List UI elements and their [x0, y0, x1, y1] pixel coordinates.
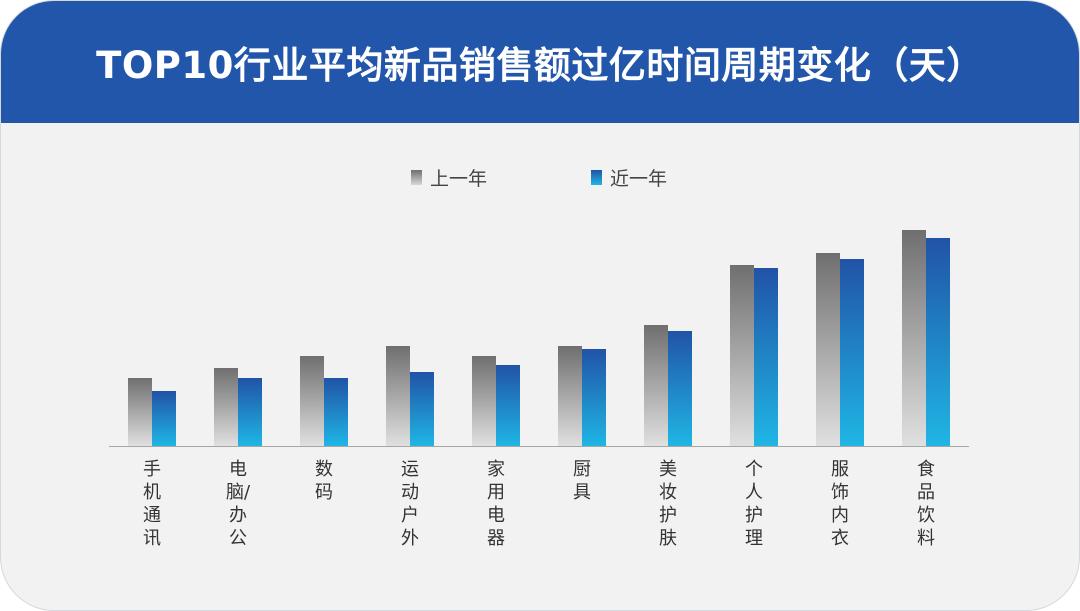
x-tick-label-4: 家用电器 [487, 459, 505, 549]
x-tick-label-9: 食品饮料 [917, 459, 935, 549]
bar-recent-2 [324, 378, 348, 446]
bar-prev-5 [558, 346, 582, 446]
x-tick-label-2: 数码 [315, 459, 333, 503]
bar-recent-9 [926, 238, 950, 446]
bar-prev-2 [300, 356, 324, 446]
title-banner: TOP10行业平均新品销售额过亿时间周期变化（天） [1, 1, 1079, 123]
bar-recent-3 [410, 372, 434, 446]
bar-recent-8 [840, 259, 864, 446]
x-tick-label-6: 美妆护肤 [659, 459, 677, 549]
bar-recent-5 [582, 349, 606, 446]
bar-recent-6 [668, 331, 692, 446]
bar-prev-0 [128, 378, 152, 446]
legend-label-recent: 近一年 [610, 168, 668, 190]
bar-prev-4 [472, 356, 496, 446]
x-tick-label-1: 电脑/办公 [226, 459, 251, 549]
bar-recent-1 [238, 378, 262, 446]
legend: 上一年 近一年 [1, 164, 1079, 194]
bar-prev-9 [902, 230, 926, 446]
bar-recent-7 [754, 268, 778, 446]
chart-title: TOP10行业平均新品销售额过亿时间周期变化（天） [96, 44, 984, 87]
bar-prev-7 [730, 265, 754, 446]
bar-recent-4 [496, 365, 520, 446]
legend-label-prev: 上一年 [430, 168, 488, 190]
bar-prev-1 [214, 368, 238, 446]
x-tick-label-7: 个人护理 [745, 459, 763, 549]
bar-prev-8 [816, 253, 840, 446]
bar-prev-6 [644, 325, 668, 446]
x-tick-label-8: 服饰内衣 [831, 459, 849, 549]
legend-swatch-prev [411, 170, 422, 185]
legend-item-recent: 近一年 [591, 164, 667, 191]
legend-item-prev: 上一年 [411, 164, 487, 191]
bar-recent-0 [152, 391, 176, 446]
legend-swatch-recent [591, 170, 602, 185]
x-tick-label-5: 厨具 [573, 459, 591, 503]
x-tick-label-0: 手机通讯 [143, 459, 161, 549]
x-tick-label-3: 运动户外 [401, 459, 419, 549]
bar-prev-3 [386, 346, 410, 446]
